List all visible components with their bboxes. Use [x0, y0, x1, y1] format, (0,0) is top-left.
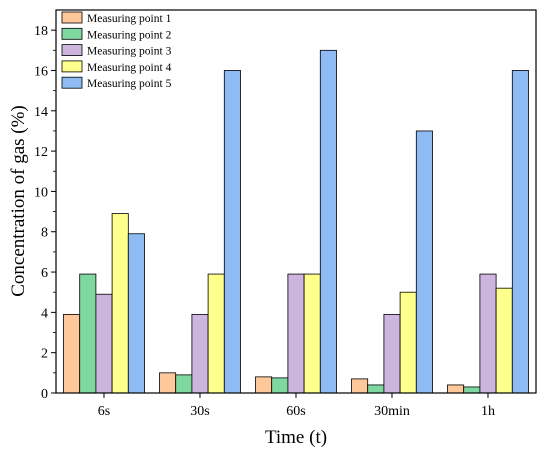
bar-measuring-point-5-30min — [415, 130, 433, 394]
x-tick-label: 30min — [374, 404, 410, 419]
legend-swatch — [61, 44, 83, 56]
bar-measuring-point-3-1h — [479, 273, 497, 394]
bar-measuring-point-2-30min — [367, 384, 385, 394]
bar-measuring-point-4-30min — [399, 291, 417, 394]
y-tick-label: 0 — [41, 387, 48, 402]
x-tick-label: 1h — [481, 404, 495, 419]
y-tick-label: 16 — [34, 64, 48, 79]
bar-measuring-point-4-6s — [111, 213, 129, 394]
x-tick-label: 60s — [286, 404, 305, 419]
legend-label: Measuring point 1 — [87, 13, 172, 25]
bar-measuring-point-5-6s — [127, 233, 145, 394]
bar-measuring-point-2-60s — [271, 377, 289, 394]
bars-group — [63, 49, 529, 394]
bar-measuring-point-2-6s — [79, 273, 97, 394]
bar-measuring-point-2-30s — [175, 374, 193, 394]
bar-measuring-point-5-60s — [319, 49, 337, 394]
legend-label: Measuring point 3 — [87, 46, 172, 58]
bar-measuring-point-4-1h — [495, 287, 513, 394]
bar-measuring-point-1-1h — [447, 384, 465, 394]
x-axis-title: Time (t) — [265, 427, 327, 448]
x-tick-label: 6s — [98, 404, 110, 419]
y-tick-label: 18 — [34, 24, 48, 39]
legend-swatch — [61, 76, 83, 89]
bar-measuring-point-3-30min — [383, 313, 401, 394]
legend: Measuring point 1 Measuring point 2 Measur… — [61, 11, 172, 90]
bar-measuring-point-2-1h — [463, 386, 481, 394]
y-axis-title: Concentration of gas (%) — [8, 105, 29, 297]
bar-measuring-point-1-30s — [159, 372, 177, 394]
y-tick-label: 4 — [41, 306, 48, 321]
bar-measuring-point-5-1h — [511, 70, 529, 394]
bar-measuring-point-4-30s — [207, 273, 225, 394]
legend-swatch — [61, 60, 83, 73]
y-tick-label: 14 — [34, 105, 48, 120]
ticks-group: 6s 30s 60s 30min 1h 0 2 4 6 8 10 12 14 16 18 — [34, 24, 495, 419]
y-tick-label: 6 — [41, 266, 48, 281]
bar-measuring-point-5-30s — [223, 70, 241, 394]
legend-label: Measuring point 5 — [87, 78, 172, 90]
y-tick-label: 8 — [41, 226, 48, 241]
y-tick-label: 2 — [41, 347, 48, 362]
bar-measuring-point-1-60s — [255, 376, 273, 394]
bar-measuring-point-3-30s — [191, 313, 209, 394]
bar-measuring-point-1-6s — [63, 313, 81, 394]
bar-measuring-point-4-60s — [303, 273, 321, 394]
legend-swatch — [61, 11, 83, 24]
bar-measuring-point-1-30min — [351, 378, 369, 394]
legend-label: Measuring point 2 — [87, 29, 172, 41]
y-tick-label: 10 — [34, 185, 48, 200]
bar-measuring-point-3-60s — [287, 273, 305, 394]
x-tick-label: 30s — [190, 404, 209, 419]
legend-swatch — [61, 27, 83, 40]
y-tick-label: 12 — [34, 145, 48, 160]
bar-measuring-point-3-6s — [95, 293, 113, 394]
legend-label: Measuring point 4 — [87, 62, 172, 74]
